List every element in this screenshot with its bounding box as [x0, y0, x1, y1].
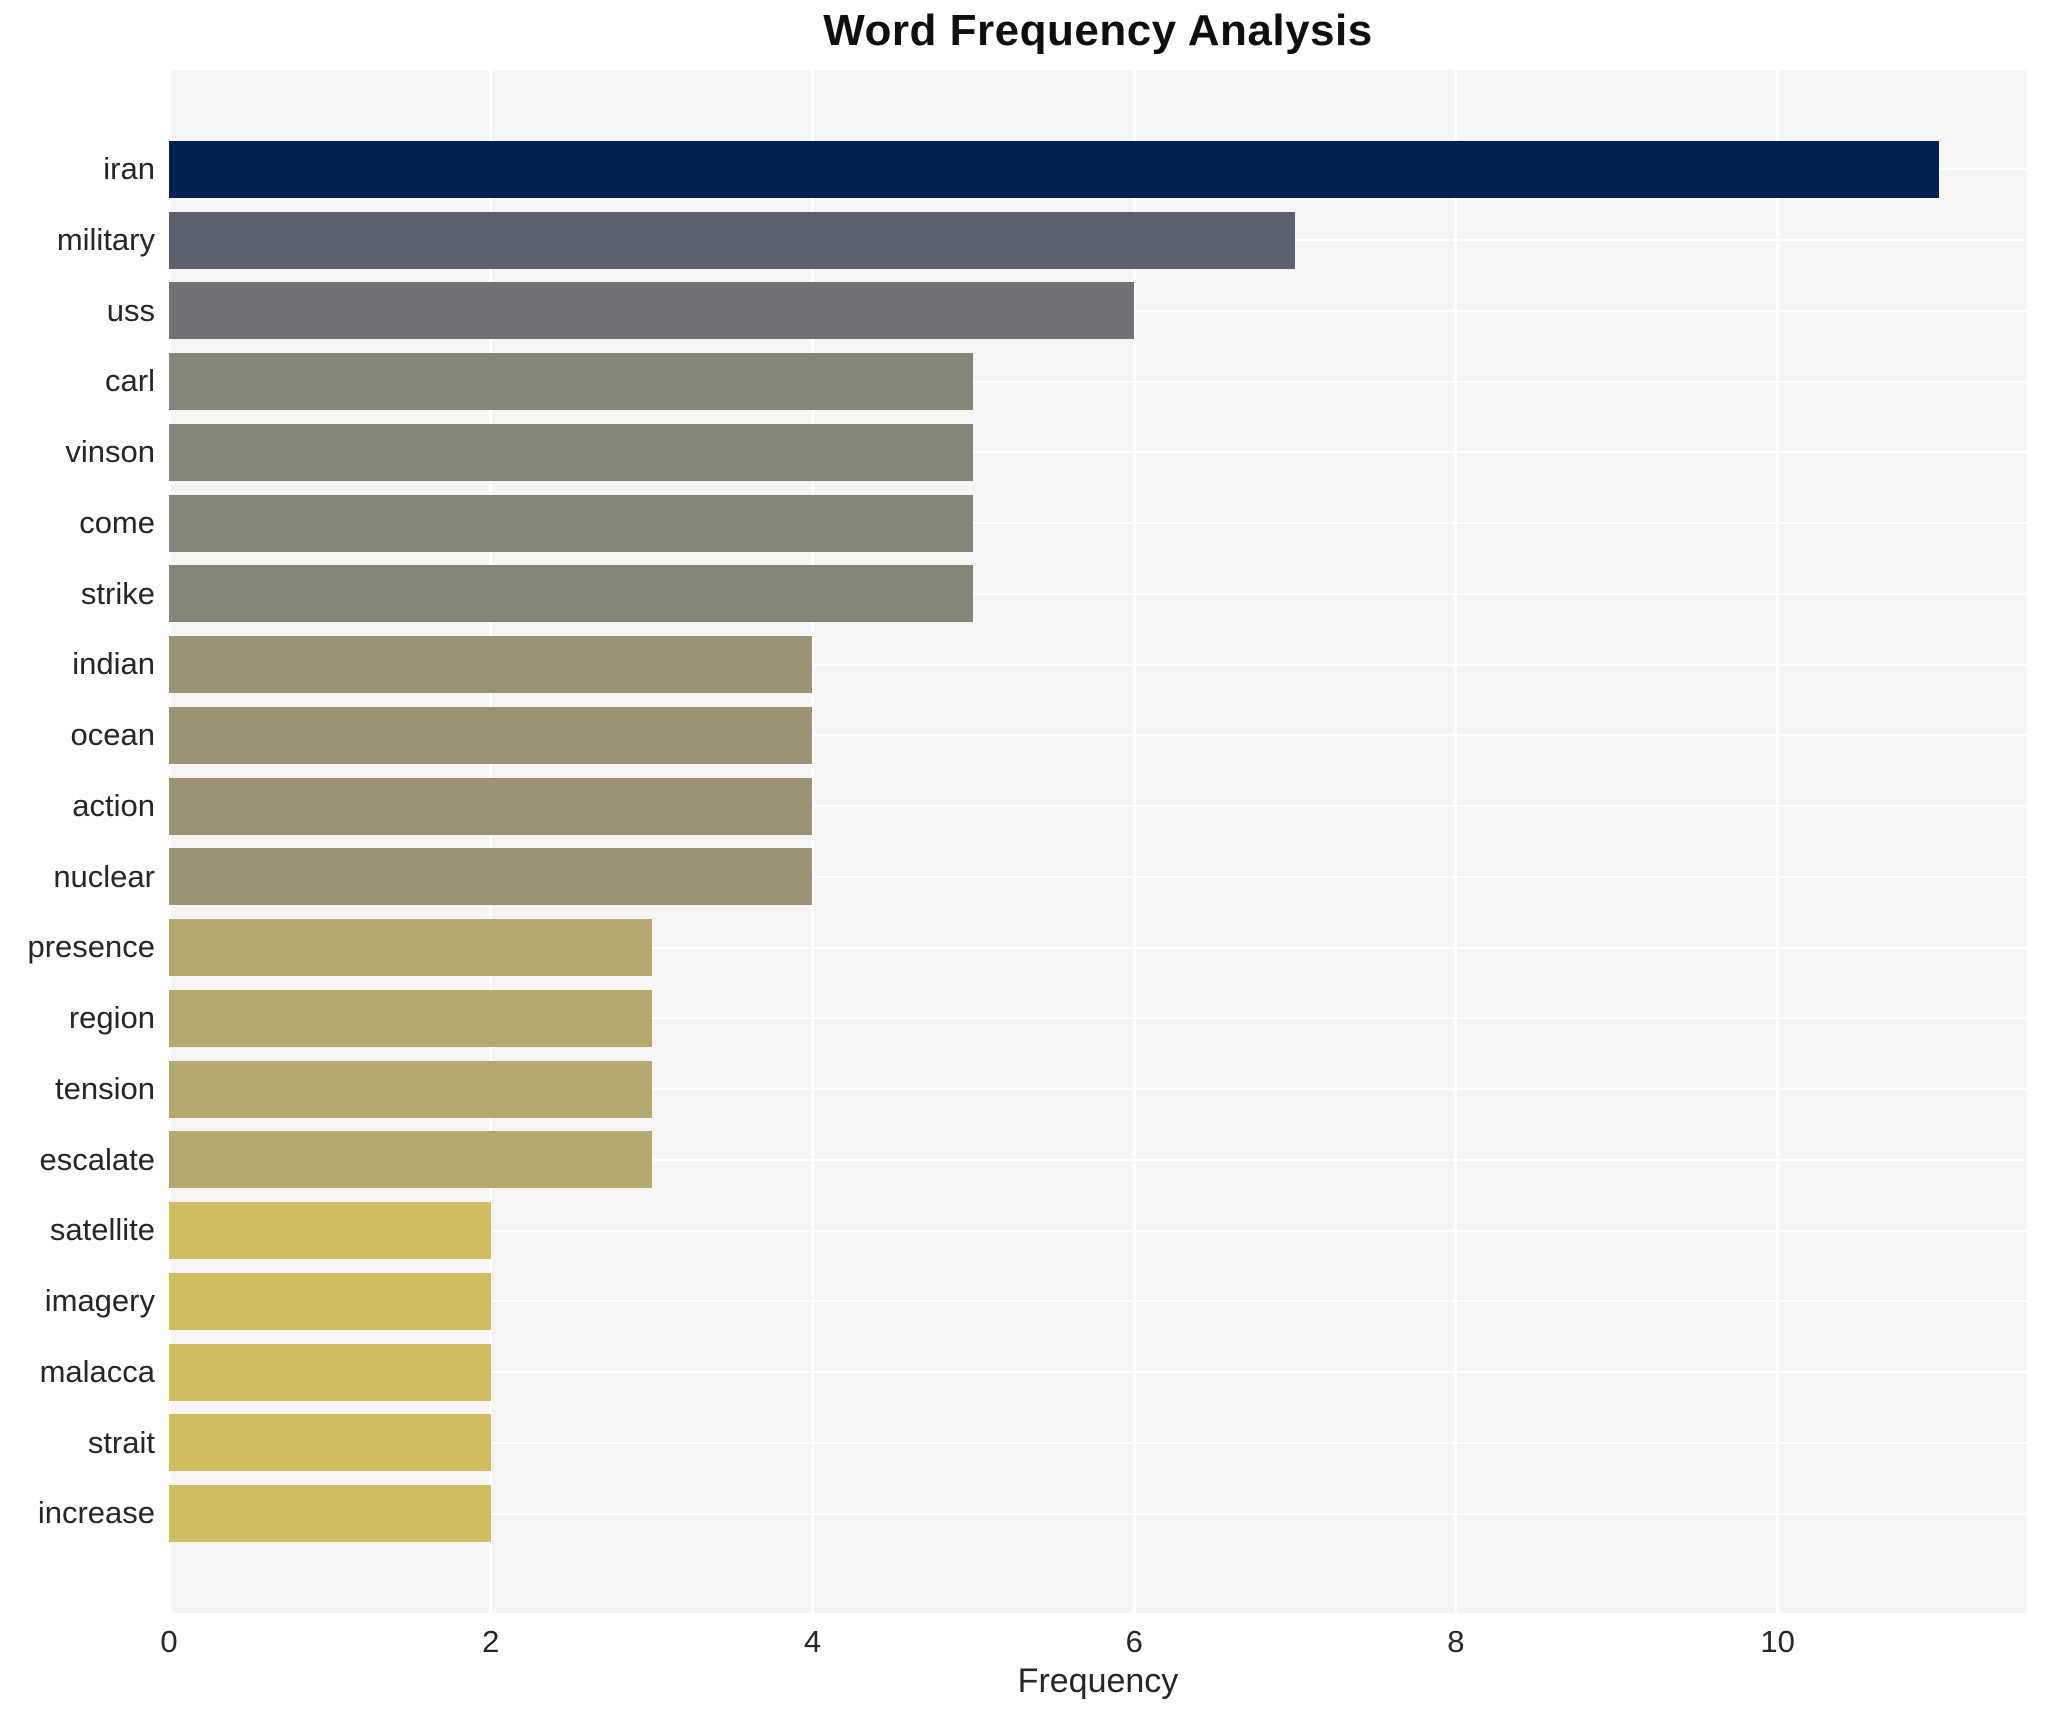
bar-increase	[169, 1485, 491, 1543]
bar-escalate	[169, 1131, 652, 1189]
vertical-gridline	[1132, 70, 1136, 1613]
bar-vinson	[169, 423, 974, 481]
vertical-gridline	[489, 70, 493, 1613]
horizontal-gridline	[169, 522, 2027, 525]
category-label-presence: presence	[27, 929, 155, 965]
category-label-carl: carl	[105, 363, 155, 399]
category-label-action: action	[72, 787, 155, 823]
category-label-iran: iran	[103, 151, 155, 186]
vertical-gridline	[167, 70, 171, 1613]
category-label-escalate: escalate	[39, 1141, 155, 1177]
x-tick-label-0: 0	[160, 1624, 178, 1659]
horizontal-gridline	[169, 1088, 2027, 1091]
chart-title: Word Frequency Analysis	[823, 6, 1373, 55]
category-label-military: military	[56, 221, 155, 257]
category-label-tension: tension	[55, 1070, 155, 1106]
bar-imagery	[169, 1272, 491, 1330]
x-tick-label-6: 6	[1125, 1624, 1143, 1659]
bar-ocean	[169, 706, 813, 764]
category-label-imagery: imagery	[44, 1283, 155, 1318]
category-label-strike: strike	[80, 575, 155, 611]
category-label-strait: strait	[87, 1424, 155, 1460]
x-tick-label-2: 2	[482, 1624, 500, 1659]
horizontal-gridline	[169, 1300, 2027, 1303]
horizontal-gridline	[169, 1158, 2027, 1161]
horizontal-gridline	[169, 805, 2027, 808]
bar-military	[169, 211, 1296, 269]
horizontal-gridline	[169, 1512, 2027, 1515]
x-axis-label: Frequency	[1017, 1662, 1179, 1700]
horizontal-gridline	[169, 875, 2027, 878]
vertical-gridline	[1454, 70, 1458, 1613]
horizontal-gridline	[169, 380, 2027, 383]
x-tick-label-10: 10	[1760, 1624, 1795, 1659]
x-tick-label-4: 4	[803, 1624, 822, 1659]
vertical-gridline	[810, 70, 814, 1613]
category-label-ocean: ocean	[70, 717, 155, 752]
bar-region	[169, 989, 652, 1047]
bar-action	[169, 777, 813, 835]
plot-area	[167, 70, 2027, 1613]
horizontal-gridline	[169, 663, 2027, 666]
bar-uss	[169, 282, 1135, 340]
horizontal-gridline	[169, 1371, 2027, 1374]
category-label-malacca: malacca	[39, 1353, 155, 1389]
horizontal-gridline	[169, 1017, 2027, 1020]
bar-carl	[169, 353, 974, 411]
vertical-gridline	[1776, 70, 1780, 1613]
category-label-come: come	[79, 504, 155, 540]
horizontal-gridline	[169, 592, 2027, 595]
bar-indian	[169, 636, 813, 694]
bar-tension	[169, 1060, 652, 1118]
horizontal-gridline	[169, 1441, 2027, 1444]
horizontal-gridline	[169, 1229, 2027, 1232]
bar-strait	[169, 1414, 491, 1472]
bar-satellite	[169, 1202, 491, 1260]
x-tick-label-8: 8	[1447, 1624, 1465, 1659]
bar-strike	[169, 565, 974, 623]
category-label-indian: indian	[72, 646, 155, 682]
bar-presence	[169, 919, 652, 977]
bar-iran	[169, 140, 1939, 198]
bar-come	[169, 494, 974, 552]
category-label-region: region	[68, 1000, 155, 1035]
horizontal-gridline	[169, 734, 2027, 737]
category-label-satellite: satellite	[49, 1212, 155, 1248]
category-label-uss: uss	[106, 292, 155, 328]
category-label-nuclear: nuclear	[53, 858, 155, 894]
bar-malacca	[169, 1343, 491, 1401]
bar-nuclear	[169, 848, 813, 906]
category-label-increase: increase	[37, 1495, 155, 1531]
horizontal-gridline	[169, 946, 2027, 949]
category-label-vinson: vinson	[65, 434, 155, 469]
horizontal-gridline	[169, 451, 2027, 454]
